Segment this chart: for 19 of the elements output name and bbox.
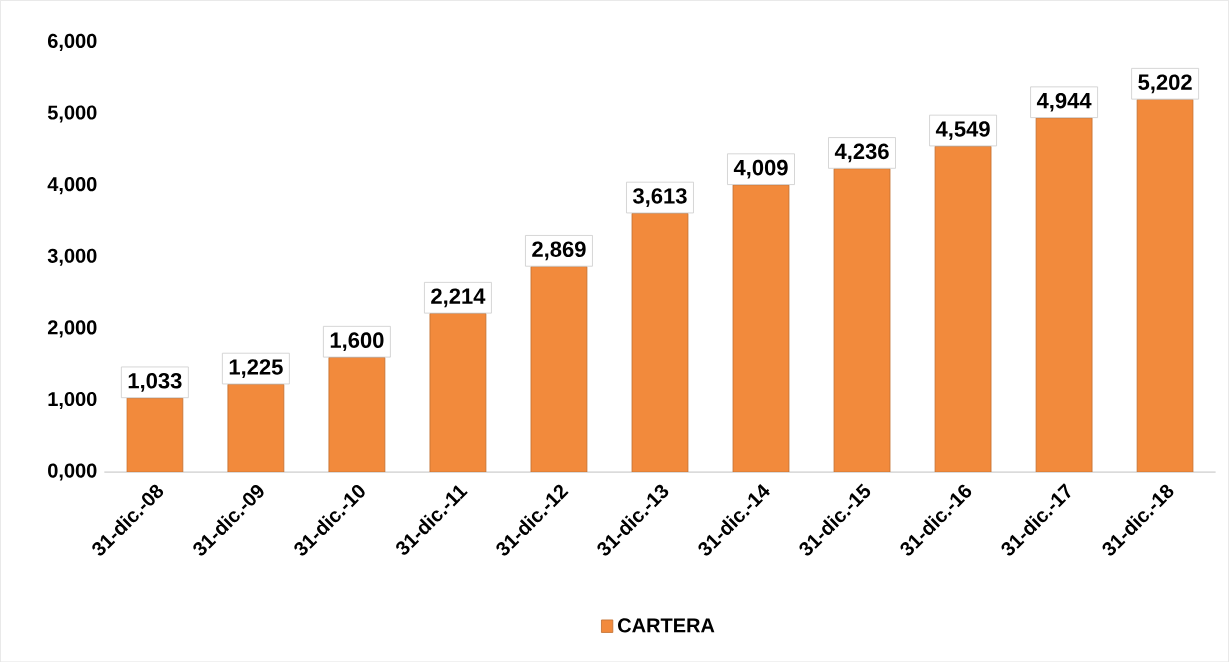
data-label: 3,613 — [632, 188, 687, 207]
y-tick-label: 2,000 — [47, 320, 97, 338]
data-label: 4,009 — [733, 159, 788, 179]
data-label: 4,944 — [1036, 92, 1092, 112]
y-tick-label: 0,000 — [48, 463, 97, 481]
data-label: 4,549 — [935, 121, 990, 140]
data-label: 1,600 — [330, 332, 384, 351]
y-tick-label: 1,000 — [48, 391, 97, 409]
data-label: 2,214 — [431, 288, 486, 307]
legend-label: CARTERA — [618, 618, 715, 633]
data-label: 1,225 — [229, 359, 283, 378]
y-tick-label: 3,000 — [47, 248, 97, 266]
data-label: 4,236 — [834, 143, 889, 163]
data-label: 2,869 — [532, 241, 586, 261]
y-tick-label: 5,000 — [47, 105, 97, 123]
y-tick-label: 6,000 — [47, 33, 97, 51]
data-label: 5,202 — [1138, 74, 1192, 93]
y-tick-label: 4,000 — [47, 176, 97, 194]
data-label: 1,033 — [128, 372, 182, 392]
